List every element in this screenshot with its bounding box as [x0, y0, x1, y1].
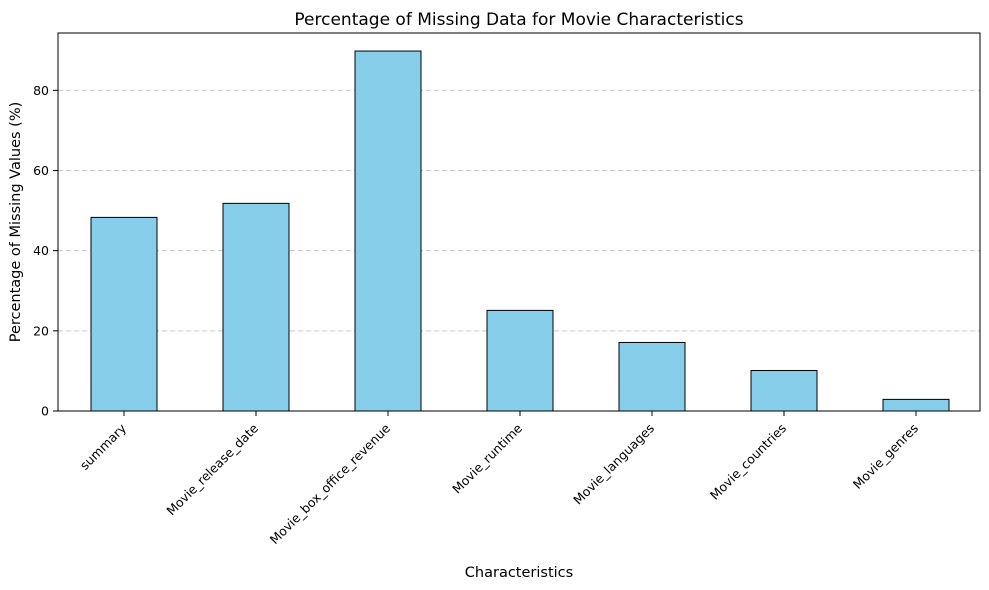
grid-lines [58, 89, 980, 332]
x-tick-label: Movie_countries [707, 421, 789, 503]
x-tick-label: Movie_release_date [163, 420, 261, 518]
x-tick-label: Movie_box_office_revenue [267, 420, 394, 547]
y-tick-label: 20 [33, 323, 49, 338]
y-tick-label: 80 [33, 83, 49, 98]
y-tick-label: 60 [33, 163, 49, 178]
x-axis-label: Characteristics [465, 565, 573, 581]
y-axis-ticks: 0 20 40 60 80 [33, 83, 58, 419]
bar-Movie_release_date [222, 202, 290, 412]
x-axis-ticks: summary Movie_release_date Movie_box_offic… [77, 411, 921, 547]
bar-Movie_genres [882, 398, 950, 412]
bar-summary [90, 216, 158, 412]
bar-Movie_countries [750, 370, 818, 412]
y-tick-label: 40 [33, 243, 49, 258]
bar-Movie_languages [618, 341, 686, 412]
bars [90, 50, 950, 412]
y-tick-label: 0 [41, 404, 49, 419]
x-tick-label: Movie_languages [570, 421, 657, 508]
x-tick-label: Movie_runtime [449, 420, 525, 496]
chart-title: Percentage of Missing Data for Movie Cha… [294, 10, 743, 30]
x-tick-label: summary [77, 420, 130, 473]
x-tick-label: Movie_genres [850, 421, 921, 492]
plot-frame [57, 32, 981, 412]
bar-Movie_runtime [486, 309, 554, 412]
bar-Movie_box_office_revenue [354, 50, 422, 412]
y-axis-label: Percentage of Missing Values (%) [8, 102, 24, 343]
